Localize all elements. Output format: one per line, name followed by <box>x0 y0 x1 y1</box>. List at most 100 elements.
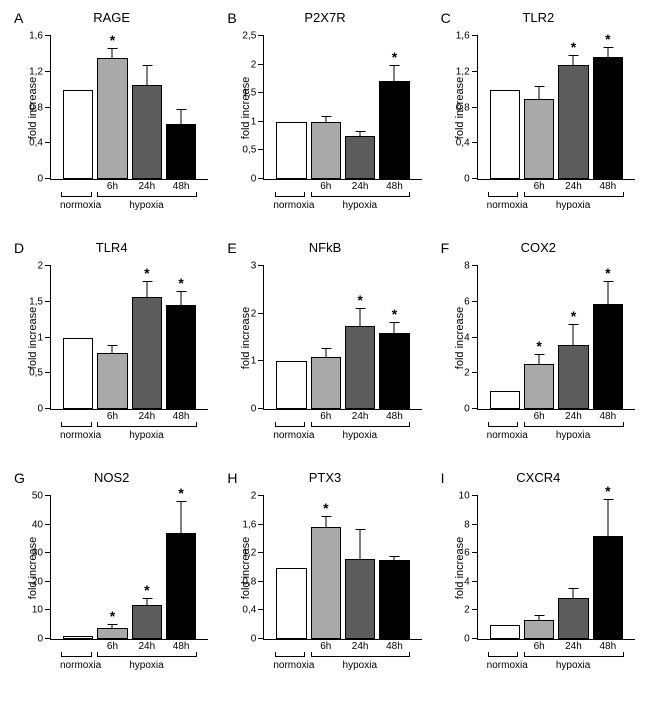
bar-wrap: * <box>166 496 196 639</box>
bar-wrap: * <box>311 496 341 639</box>
y-tick <box>258 35 264 36</box>
bar <box>63 90 93 179</box>
y-tick <box>258 524 264 525</box>
significance-star: * <box>144 583 149 597</box>
y-tick <box>258 495 264 496</box>
significance-star: * <box>605 32 610 46</box>
y-tick <box>472 265 478 266</box>
bar <box>490 90 520 179</box>
y-tick <box>258 408 264 409</box>
y-tick-label: 0,5 <box>29 368 43 379</box>
y-tick-label: 2 <box>251 308 257 319</box>
y-tick-label: 8 <box>464 519 470 530</box>
chart-grid: ARAGEfold increase00,40,81,21,6*6h24h48h… <box>10 10 640 680</box>
y-tick-label: 0 <box>251 174 257 185</box>
y-tick <box>45 552 51 553</box>
y-tick <box>258 581 264 582</box>
x-label <box>63 641 93 652</box>
error-bar <box>360 309 361 326</box>
y-tick <box>258 149 264 150</box>
y-tick <box>258 552 264 553</box>
x-group-area: normoxiahypoxia <box>477 196 635 220</box>
y-tick <box>45 524 51 525</box>
bar-wrap: * <box>379 266 409 409</box>
x-label: 48h <box>593 641 623 652</box>
error-bar <box>607 48 608 57</box>
y-tick-label: 3 <box>251 261 257 272</box>
panel-title: RAGE <box>10 10 213 25</box>
bar <box>490 391 520 409</box>
bar <box>311 122 341 179</box>
y-axis-label: fold increase <box>454 537 466 599</box>
y-tick-label: 10 <box>32 605 43 616</box>
bar-wrap <box>63 36 93 179</box>
error-bar <box>539 355 540 364</box>
y-tick-label: 0 <box>37 174 43 185</box>
x-labels: 6h24h48h <box>274 181 411 192</box>
bar-wrap: * <box>97 36 127 179</box>
y-tick <box>472 107 478 108</box>
chart-area: 0246810*6h24h48h <box>477 496 635 640</box>
x-label: 48h <box>379 411 409 422</box>
y-tick <box>258 121 264 122</box>
bar <box>345 326 375 409</box>
bar-wrap <box>490 266 520 409</box>
y-tick-label: 0 <box>37 404 43 415</box>
x-label: 24h <box>345 641 375 652</box>
y-axis-label: fold increase <box>27 537 39 599</box>
y-tick-label: 8 <box>464 261 470 272</box>
bar-wrap <box>97 266 127 409</box>
y-tick-label: 1 <box>37 332 43 343</box>
error-bar <box>573 56 574 65</box>
chart-area: 01020304050***6h24h48h <box>50 496 208 640</box>
group-label-normoxia: normoxia <box>273 200 308 211</box>
bar <box>97 628 127 639</box>
group-label-hypoxia: hypoxia <box>308 200 412 211</box>
bar-wrap <box>276 36 306 179</box>
y-tick-label: 0,8 <box>242 576 256 587</box>
y-tick-label: 0 <box>464 404 470 415</box>
error-bar <box>181 110 182 123</box>
significance-star: * <box>110 33 115 47</box>
x-label: 48h <box>379 181 409 192</box>
x-label <box>490 411 520 422</box>
x-labels: 6h24h48h <box>488 181 625 192</box>
bar-wrap <box>558 496 588 639</box>
y-tick-label: 6 <box>464 296 470 307</box>
y-tick-label: 50 <box>32 491 43 502</box>
bar-wrap: * <box>593 496 623 639</box>
bar <box>558 65 588 179</box>
plot-box: 0123**6h24h48h <box>263 266 421 410</box>
bars-container: ** <box>488 36 625 179</box>
chart-panel: CTLR2fold increase00,40,81,21,6**6h24h48… <box>437 10 640 220</box>
y-tick <box>45 337 51 338</box>
chart-area: 00,40,81,21,62*6h24h48h <box>263 496 421 640</box>
error-bar <box>112 346 113 353</box>
x-labels: 6h24h48h <box>274 641 411 652</box>
bars-container: *** <box>61 496 198 639</box>
y-tick <box>472 372 478 373</box>
x-label <box>490 641 520 652</box>
y-tick-label: 0 <box>464 174 470 185</box>
bar-wrap <box>63 496 93 639</box>
panel-title: TLR4 <box>10 240 213 255</box>
x-label <box>490 181 520 192</box>
y-tick-label: 2,5 <box>242 31 256 42</box>
x-label: 24h <box>132 411 162 422</box>
x-labels: 6h24h48h <box>488 641 625 652</box>
bars-container: ** <box>274 266 411 409</box>
group-label-hypoxia: hypoxia <box>521 200 625 211</box>
bar <box>490 625 520 639</box>
y-tick-label: 30 <box>32 548 43 559</box>
error-bar <box>394 66 395 80</box>
y-tick <box>45 638 51 639</box>
y-tick <box>45 581 51 582</box>
x-group-area: normoxiahypoxia <box>50 656 208 680</box>
x-label: 24h <box>558 641 588 652</box>
bar <box>593 304 623 409</box>
bar-wrap <box>379 496 409 639</box>
y-tick <box>472 142 478 143</box>
chart-area: 0123**6h24h48h <box>263 266 421 410</box>
x-label: 6h <box>97 411 127 422</box>
y-tick-label: 0 <box>464 634 470 645</box>
